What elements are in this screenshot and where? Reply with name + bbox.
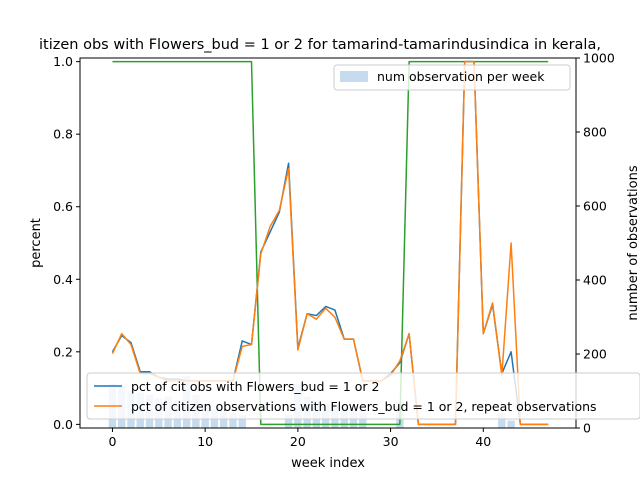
y-tick-label-1: 1.0: [53, 54, 73, 69]
y-axis-label: percent: [29, 218, 44, 268]
x-tick-label-0: 0: [108, 434, 116, 449]
legend-label-orange: pct of citizen observations with Flowers…: [131, 399, 597, 414]
y-axis-right: 0 200 400 600 800 1000: [576, 51, 615, 436]
bar-week-12: [219, 411, 228, 428]
legend-label-bars: num observation per week: [377, 69, 545, 84]
bar-week-43: [507, 420, 515, 428]
lines-layer: [111, 60, 549, 426]
y2-axis-label: number of observations: [626, 165, 640, 320]
bar-week-27: [359, 413, 367, 428]
legend-swatch-bars: [340, 71, 368, 82]
legend-upper-box: [333, 64, 571, 91]
plot-area-frame: [79, 57, 577, 429]
series-line-green: [112, 60, 549, 426]
bar-week-19: [284, 415, 293, 428]
y2-tick-label-0: 0: [583, 421, 591, 436]
series-line-orange: [111, 60, 549, 426]
x-axis-label: week index: [291, 456, 365, 471]
bar-week-13: [229, 413, 237, 428]
y2-tick-label-600: 600: [583, 199, 607, 214]
legend-lower-box: [86, 372, 640, 420]
y-tick-label-0: 0.0: [53, 417, 73, 432]
y-tick-label-0.2: 0.2: [53, 344, 73, 359]
x-axis: 0 10 20 30 40: [108, 428, 491, 449]
legend-lower: pct of cit obs with Flowers_bud = 1 or 2…: [86, 372, 640, 420]
series-line-blue: [111, 60, 549, 426]
y-axis-left: 0.0 0.2 0.4 0.6 0.8 1.0: [53, 54, 80, 432]
chart-title: itizen obs with Flowers_bud = 1 or 2 for…: [39, 37, 601, 53]
y2-tick-label-400: 400: [583, 273, 607, 288]
y2-tick-label-1000: 1000: [583, 51, 615, 66]
bar-week-14: [238, 415, 246, 428]
y-tick-label-0.6: 0.6: [53, 199, 73, 214]
legend-upper: num observation per week: [333, 64, 571, 91]
x-tick-label-20: 20: [290, 434, 306, 449]
y-tick-label-0.4: 0.4: [53, 272, 73, 287]
bar-week-42: [498, 413, 506, 428]
y2-tick-label-800: 800: [583, 125, 607, 140]
y-tick-label-0.8: 0.8: [53, 127, 73, 142]
x-tick-label-40: 40: [475, 434, 491, 449]
y2-tick-label-200: 200: [583, 347, 607, 362]
x-tick-label-10: 10: [197, 434, 213, 449]
legend-label-blue: pct of cit obs with Flowers_bud = 1 or 2: [131, 379, 379, 394]
x-tick-label-30: 30: [383, 434, 399, 449]
